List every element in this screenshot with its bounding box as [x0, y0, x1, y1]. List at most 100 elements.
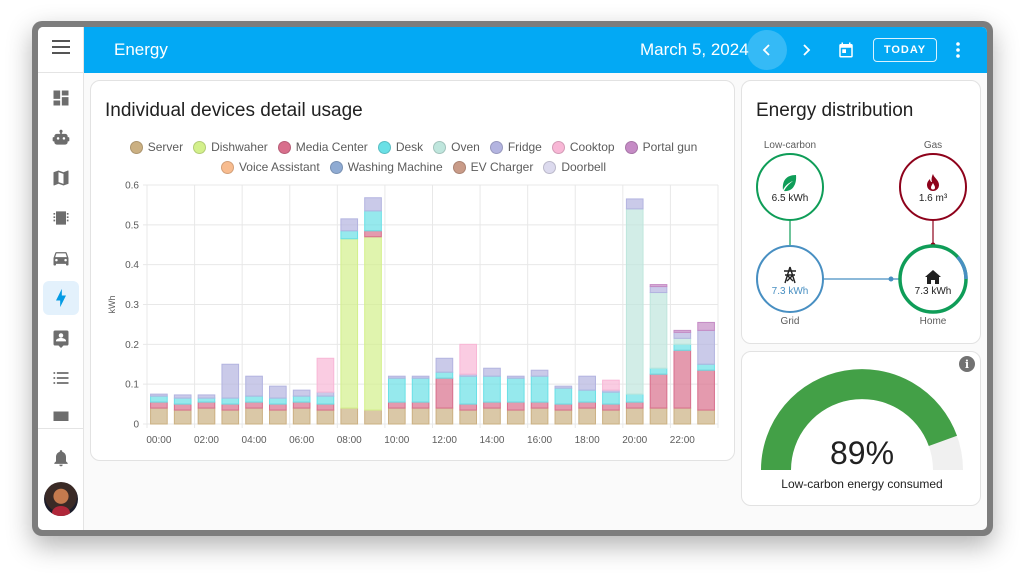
bar-segment: [292, 395, 311, 403]
distribution-diagram: [756, 153, 968, 314]
legend-item[interactable]: Washing Machine: [329, 160, 443, 174]
sidebar-item-hardware[interactable]: [43, 201, 79, 235]
lightning-icon: [56, 288, 66, 308]
robot-icon: [52, 129, 70, 145]
bar-segment: [197, 397, 216, 403]
bar-segment: [316, 403, 335, 411]
bar-segment: [649, 284, 668, 288]
next-day-button[interactable]: [796, 40, 816, 60]
bar-segment: [150, 407, 168, 425]
legend-item[interactable]: Portal gun: [624, 140, 697, 154]
y-tick-label: 0.6: [125, 181, 139, 192]
gas-value[interactable]: 1.6 m³: [918, 193, 948, 204]
bar-segment: [459, 409, 478, 425]
x-tick-label: 20:00: [622, 435, 647, 446]
legend-swatch: [624, 140, 638, 154]
calendar-button[interactable]: [836, 40, 856, 60]
legend-swatch: [452, 160, 466, 174]
legend-item[interactable]: Voice Assistant: [220, 160, 320, 174]
bar-segment: [459, 375, 478, 405]
sidebar-item-notifications[interactable]: [43, 441, 79, 475]
bar-segment: [411, 407, 430, 425]
window-frame: Energy March 5, 2024 TODAY 0 0.1 0.2 0.3 0.4…: [32, 21, 993, 536]
legend-item[interactable]: Server: [129, 140, 183, 154]
menu-icon[interactable]: [51, 40, 70, 59]
bar-segment: [530, 407, 549, 425]
bar-segment: [292, 401, 311, 409]
bar-segment: [673, 329, 692, 333]
car-icon: [53, 252, 69, 266]
bar-segment: [435, 407, 454, 425]
bar-segment: [173, 394, 192, 399]
bar-segment: [459, 403, 478, 411]
legend-item[interactable]: Media Center: [277, 140, 368, 154]
sidebar-header: [38, 27, 83, 73]
fire-icon: [927, 174, 939, 191]
bar-segment: [411, 377, 430, 403]
bar-segment: [292, 389, 311, 397]
y-tick-label: 0.3: [125, 300, 139, 311]
sidebar-item-vehicle[interactable]: [43, 241, 79, 275]
bar-segment: [411, 401, 430, 409]
bar-segment: [673, 331, 692, 339]
sidebar-item-map[interactable]: [43, 161, 79, 195]
low-carbon-gauge: [761, 369, 963, 471]
date-display[interactable]: March 5, 2024: [640, 40, 749, 59]
bar-segment: [245, 375, 263, 397]
sidebar-item-people[interactable]: [43, 321, 79, 355]
info-icon[interactable]: i: [959, 356, 975, 372]
x-tick-label: 04:00: [242, 435, 267, 446]
avatar[interactable]: [44, 482, 78, 516]
bar-segment: [435, 357, 454, 373]
bar-segment: [269, 397, 287, 405]
grid-value[interactable]: 7.3 kWh: [771, 286, 809, 297]
bar-segment: [459, 343, 478, 375]
overflow-menu-button[interactable]: [948, 40, 968, 60]
legend-item[interactable]: EV Charger: [452, 160, 533, 174]
today-button[interactable]: TODAY: [873, 38, 937, 62]
bar-segment: [364, 210, 382, 232]
bar-segment: [578, 389, 596, 403]
card-title: Energy distribution: [756, 100, 914, 121]
y-tick-label: 0: [133, 420, 139, 431]
previous-day-button[interactable]: [747, 30, 787, 70]
chip-icon: [53, 211, 69, 225]
bar-segment: [625, 407, 644, 425]
bar-segment: [387, 407, 406, 425]
bar-segment: [221, 409, 240, 425]
low-carbon-value[interactable]: 6.5 kWh: [771, 193, 809, 204]
sidebar-item-energy[interactable]: [43, 281, 79, 315]
bar-segment: [697, 321, 715, 331]
legend-swatch: [489, 140, 503, 154]
legend-item[interactable]: Cooktop: [551, 140, 615, 154]
sidebar-item-overview[interactable]: [43, 81, 79, 115]
bar-segment: [245, 395, 263, 403]
legend-item[interactable]: Doorbell: [543, 160, 606, 174]
x-tick-label: 08:00: [337, 435, 362, 446]
bar-segment: [387, 377, 406, 403]
low-carbon-label: Low-carbon: [763, 140, 817, 151]
legend-row: Server Dishwaher Media Center Desk Oven Fridg…: [91, 137, 736, 157]
legend-swatch: [193, 140, 207, 154]
bar-segment: [483, 407, 501, 425]
bar-segment: [316, 409, 335, 425]
contact-card-icon: [53, 330, 69, 348]
bar-segment: [697, 369, 715, 411]
sidebar-item-logbook[interactable]: [43, 361, 79, 395]
bar-segment: [221, 397, 240, 405]
sidebar-item-history[interactable]: [43, 401, 79, 421]
legend-item[interactable]: Oven: [433, 140, 480, 154]
chart-legend: Server Dishwaher Media Center Desk Oven Fridg…: [91, 137, 736, 177]
bar-segment: [316, 395, 335, 405]
bar-segment: [269, 403, 287, 411]
legend-item[interactable]: Desk: [377, 140, 424, 154]
legend-item[interactable]: Dishwaher: [193, 140, 268, 154]
legend-label: Dishwaher: [211, 140, 268, 154]
legend-item[interactable]: Fridge: [489, 140, 542, 154]
legend-label: Desk: [395, 140, 424, 154]
bar-segment: [340, 238, 359, 409]
bar-segment: [649, 286, 668, 294]
bar-segment: [625, 401, 644, 409]
sidebar-item-robot[interactable]: [43, 121, 79, 155]
home-value[interactable]: 7.3 kWh: [914, 286, 952, 297]
